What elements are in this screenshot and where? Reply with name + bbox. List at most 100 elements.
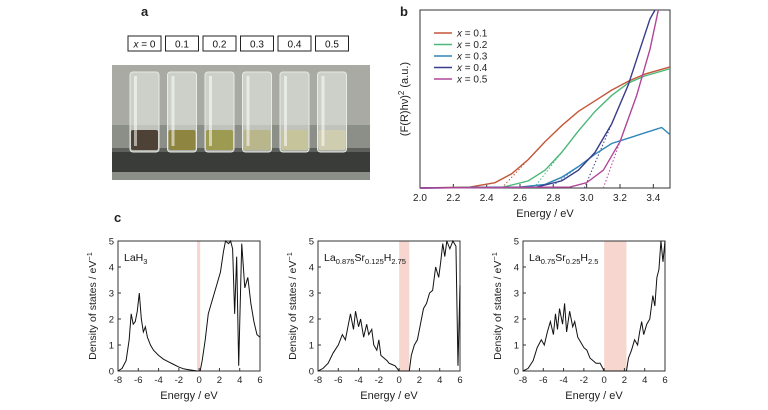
panel-label-c: c <box>114 210 121 225</box>
x-tick-label: 4 <box>642 375 647 386</box>
x-tick-label: 6 <box>257 375 262 386</box>
y-tick-label: 1 <box>109 341 114 352</box>
x-tick-label: -4 <box>354 375 362 386</box>
vial-highlight <box>246 76 250 146</box>
x-tick-label: 3.2 <box>613 193 627 204</box>
x-tick-label: -8 <box>114 375 122 386</box>
sample-label: 0.1 <box>175 40 189 51</box>
x-tick-label: 6 <box>662 375 667 386</box>
sample-label-box <box>127 35 162 52</box>
vial-powder <box>281 130 308 150</box>
panel-label-b: b <box>400 4 408 19</box>
extrapolation-line <box>583 84 629 189</box>
vial-highlight <box>171 76 175 146</box>
legend-label: x = 0.1 <box>456 29 488 40</box>
dos-chart-lah3: -8 -6 -4 -2 0 2 4 6 0 1 2 3 4 5 LaH3 Energy / eV Density… <box>85 237 263 403</box>
x-tick-label: 0 <box>196 375 201 386</box>
series-line <box>419 66 671 189</box>
dos-plot-area <box>317 240 461 372</box>
x-tick-label: 3.4 <box>646 193 660 204</box>
y-tick-label: 3 <box>309 289 314 300</box>
series-line <box>419 68 671 189</box>
sample-label: 0.4 <box>288 40 302 51</box>
vial-highlight <box>321 76 325 146</box>
legend-label: x = 0.3 <box>456 52 488 63</box>
vial-highlight <box>134 76 137 146</box>
vial-powder <box>318 130 346 150</box>
dos-title: La0.875Sr0.125H2.75 <box>324 252 406 266</box>
dos-ylabel: Density of states / eV−1 <box>490 252 504 360</box>
series-line <box>419 9 656 189</box>
vial-highlight <box>209 76 212 146</box>
dos-chart-sr0125: -8 -6 -4 -2 0 2 4 6 0 1 2 3 4 5 La0.875Sr0.125H2.75 Ene… <box>285 237 463 403</box>
sample-label: 0.5 <box>325 40 339 51</box>
y-tick-label: 1 <box>514 341 519 352</box>
tauc-plot: 2.0 2.2 2.4 2.6 2.8 3.0 3.2 3.4 x = 0.1x = 0.2x… <box>397 9 671 220</box>
y-tick-label: 0 <box>109 367 114 378</box>
dos-curve <box>317 239 461 372</box>
dos-xlabel: Energy / eV <box>360 390 418 402</box>
x-tick-label: 4 <box>437 375 442 386</box>
dos-title: LaH3 <box>124 252 147 266</box>
y-tick-label: 5 <box>514 237 519 248</box>
legend-label: x = 0.4 <box>456 63 488 74</box>
dos-ylabel: Density of states / eV−1 <box>285 252 299 360</box>
series-line <box>419 9 660 189</box>
sample-label: 0.3 <box>250 40 264 51</box>
legend-label: x = 0.5 <box>456 75 488 86</box>
dos-curve <box>522 240 666 372</box>
panel-label-a: a <box>141 4 149 19</box>
x-tick-label: 0 <box>396 375 401 386</box>
tauc-ylabel: (F(R)hν)2 (a.u.) <box>397 62 411 136</box>
sample-label-box <box>202 35 237 52</box>
dos-plot-area <box>522 240 666 372</box>
sample-label-box <box>277 35 312 52</box>
y-tick-label: 4 <box>309 263 314 274</box>
x-tick-label: 2.8 <box>546 193 560 204</box>
y-tick-label: 4 <box>514 263 519 274</box>
band-gap-region <box>399 241 410 371</box>
y-tick-label: 2 <box>514 315 519 326</box>
vial-powder <box>168 130 196 150</box>
sample-label: x = 0 <box>133 40 156 51</box>
vial-highlight <box>284 76 287 146</box>
sample-label: 0.2 <box>213 40 227 51</box>
dos-curve <box>117 239 261 372</box>
dos-plot-area <box>117 240 261 372</box>
y-tick-label: 4 <box>109 263 114 274</box>
vial-powder <box>131 130 158 150</box>
band-gap-region <box>197 241 201 371</box>
dos-title: La0.75Sr0.25H2.5 <box>529 252 598 266</box>
y-tick-label: 1 <box>309 341 314 352</box>
series-line <box>419 126 671 189</box>
x-tick-label: 0 <box>601 375 606 386</box>
dos-ylabel: Density of states / eV−1 <box>85 252 99 360</box>
x-tick-label: -4 <box>559 375 567 386</box>
dos-chart-sr025: -8 -6 -4 -2 0 2 4 6 0 1 2 3 4 5 La0.75Sr0.25H2.5 Energy… <box>490 237 668 403</box>
x-tick-label: 2 <box>417 375 422 386</box>
rack-top <box>112 148 370 152</box>
y-tick-label: 5 <box>109 237 114 248</box>
x-tick-label: -8 <box>519 375 527 386</box>
y-tick-label: 0 <box>514 367 519 378</box>
x-tick-label: 3.0 <box>580 193 594 204</box>
x-tick-label: 2.0 <box>413 193 427 204</box>
x-tick-label: -8 <box>314 375 322 386</box>
sample-label-box <box>240 35 274 52</box>
x-tick-label: -2 <box>175 375 183 386</box>
x-tick-label: 2 <box>622 375 627 386</box>
x-tick-label: -2 <box>375 375 383 386</box>
x-tick-label: -6 <box>334 375 342 386</box>
sample-label-box <box>315 35 349 52</box>
legend-label: x = 0.2 <box>456 40 488 51</box>
y-tick-label: 3 <box>514 289 519 300</box>
tauc-xlabel: Energy / eV <box>516 208 574 220</box>
y-tick-label: 2 <box>309 315 314 326</box>
x-tick-label: -6 <box>539 375 547 386</box>
vial-powder <box>206 130 233 150</box>
vial-powder <box>243 130 271 150</box>
x-tick-label: -4 <box>154 375 162 386</box>
dos-xlabel: Energy / eV <box>565 390 623 402</box>
tauc-plot-area <box>419 9 671 189</box>
